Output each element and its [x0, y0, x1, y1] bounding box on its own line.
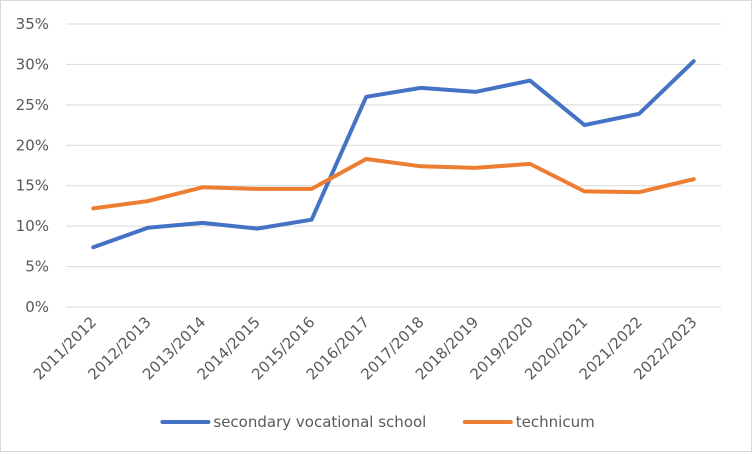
x-axis-tick-labels: 2011/20122012/20132013/20142014/20152015…: [30, 313, 701, 383]
y-tick-label: 10%: [16, 217, 49, 235]
y-tick-label: 20%: [16, 136, 49, 154]
y-tick-label: 30%: [16, 55, 49, 73]
legend-label: secondary vocational school: [213, 413, 426, 431]
y-tick-label: 15%: [16, 177, 49, 195]
y-tick-label: 0%: [25, 298, 49, 316]
y-tick-label: 25%: [16, 96, 49, 114]
series-lines: [91, 59, 696, 250]
legend-label: technicum: [516, 413, 595, 431]
gridlines: [66, 23, 721, 308]
series-line-1: [91, 59, 696, 250]
y-tick-label: 35%: [16, 15, 49, 33]
series-line-2: [91, 157, 696, 211]
y-axis-tick-labels: 0% 5% 10% 15% 20% 25% 30% 35%: [16, 15, 49, 316]
y-tick-label: 5%: [25, 258, 49, 276]
legend: secondary vocational school technicum: [160, 413, 595, 431]
